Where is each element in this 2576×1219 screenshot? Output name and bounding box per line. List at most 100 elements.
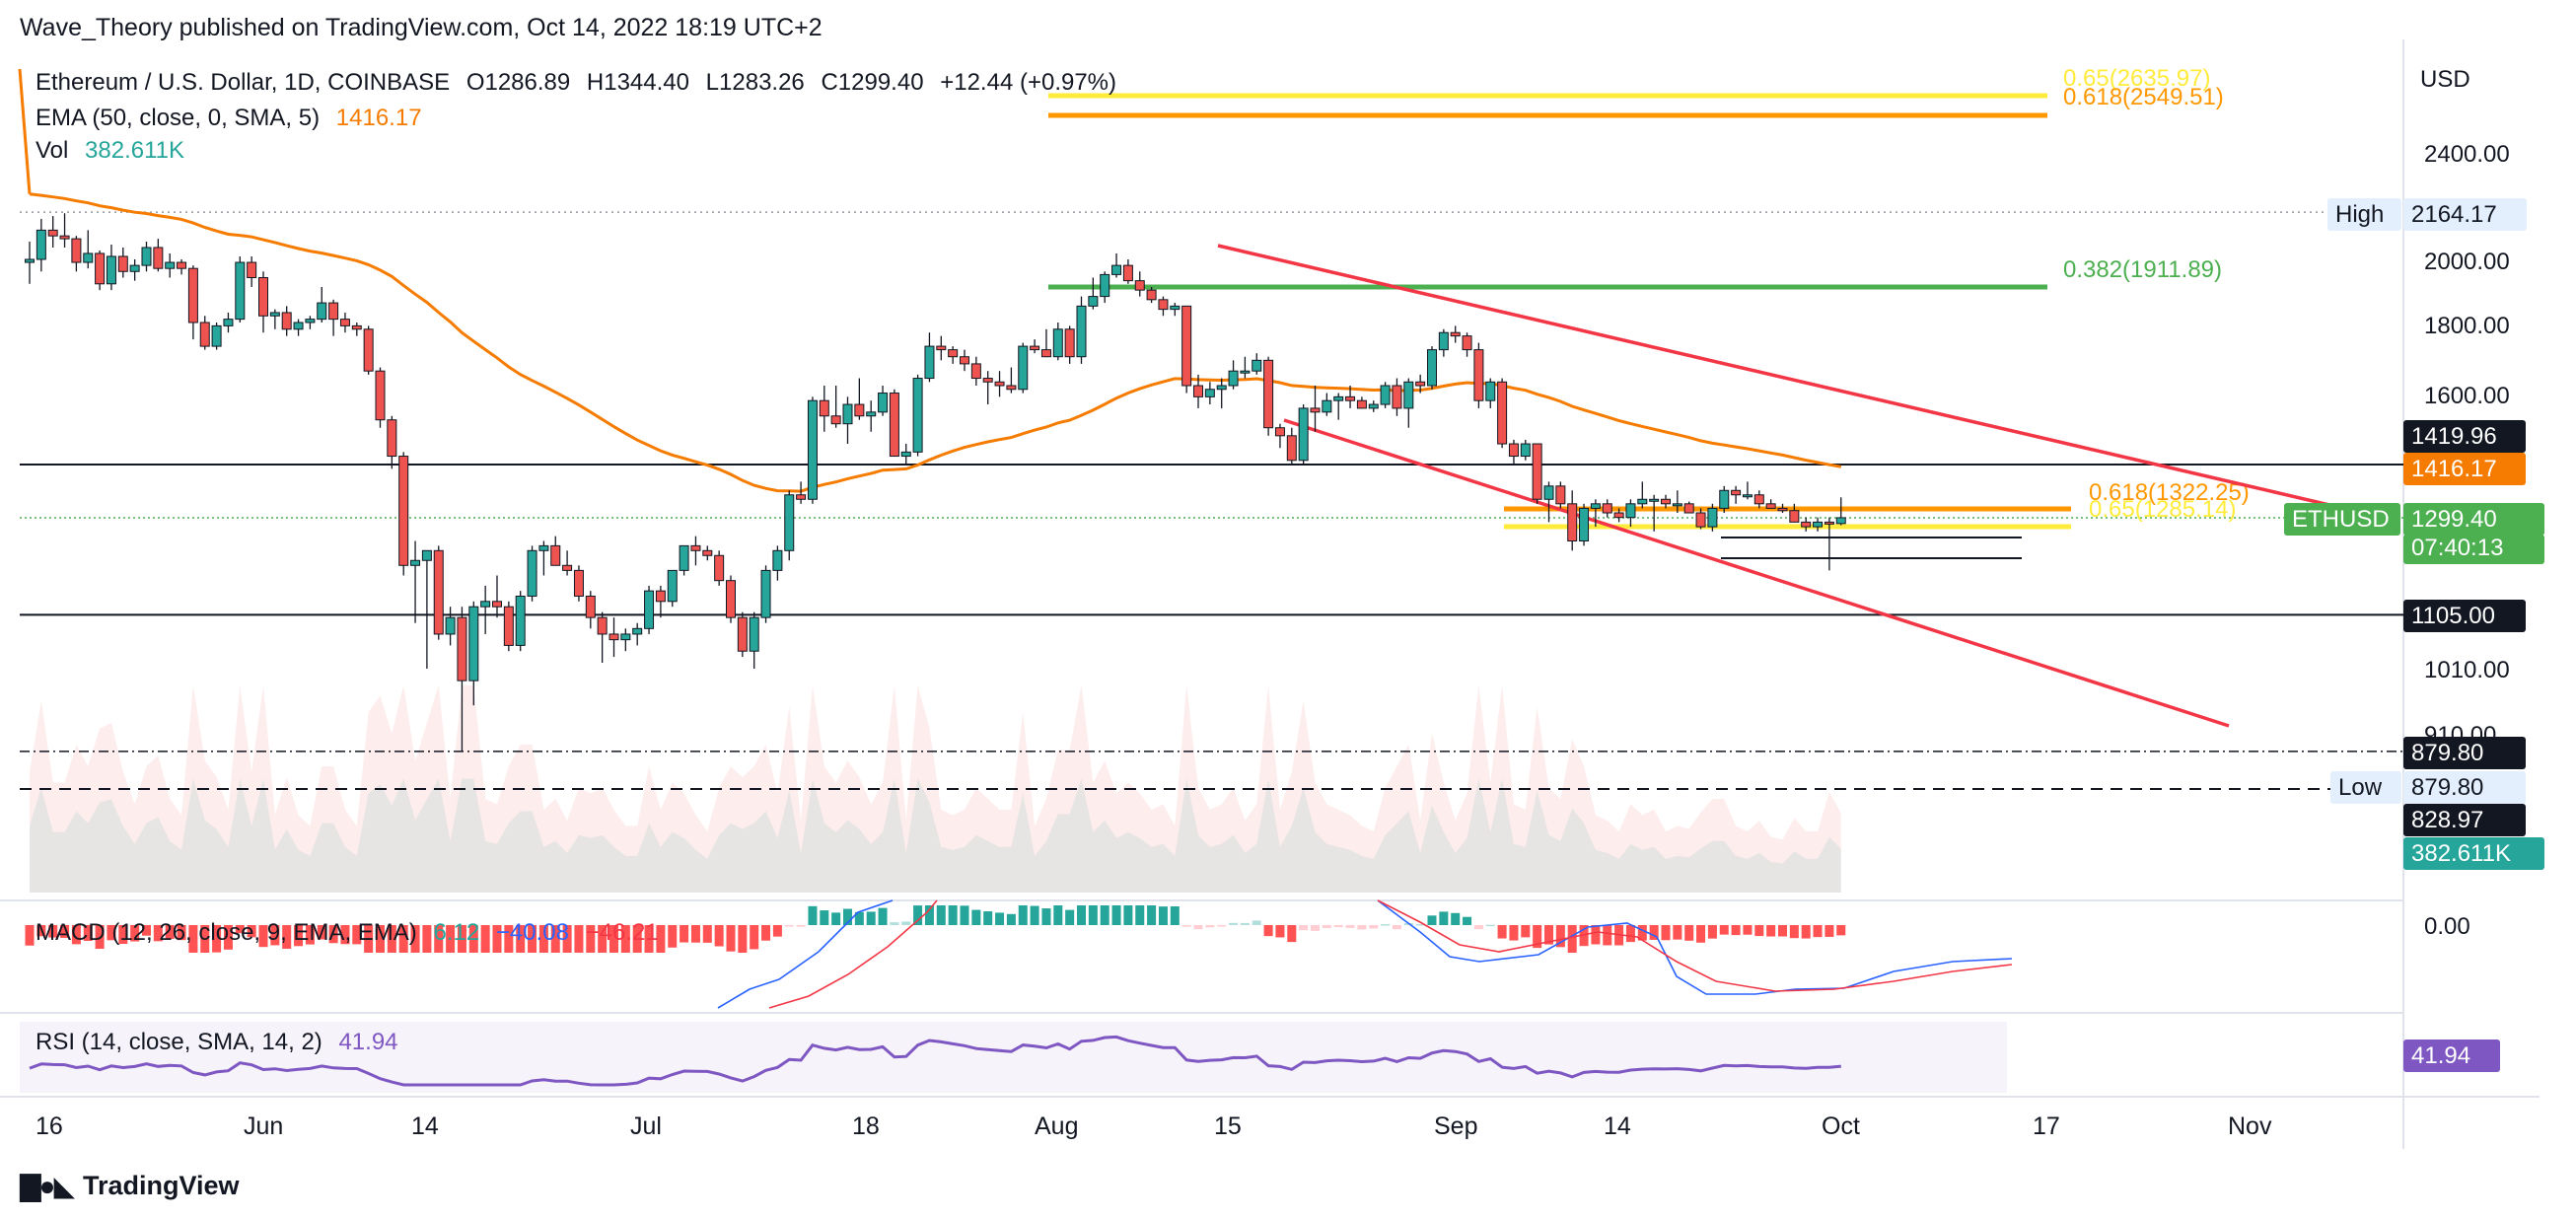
candle	[47, 216, 58, 248]
candle	[317, 286, 327, 323]
macd-histogram-bar	[1345, 925, 1355, 928]
candle-body	[819, 399, 829, 417]
macd-histogram-bar	[843, 908, 852, 925]
macd-histogram-bar	[1719, 925, 1729, 935]
candle-body	[1695, 512, 1706, 528]
macd-histogram-bar	[328, 925, 338, 944]
macd-histogram-bar	[270, 925, 280, 946]
macd-histogram-bar	[796, 925, 806, 927]
candle	[900, 444, 911, 466]
candle-body	[1753, 494, 1764, 505]
macd-histogram-bar	[1006, 913, 1016, 925]
candle-body	[1146, 289, 1157, 301]
candle	[1672, 490, 1682, 514]
low-label-tag-bg	[2330, 771, 2401, 804]
candle	[1485, 378, 1496, 408]
macd-histogram-bar	[1123, 905, 1133, 925]
candle-body	[1567, 503, 1578, 541]
candle	[457, 607, 467, 752]
candle	[1801, 517, 1812, 532]
macd-histogram-bar	[901, 921, 911, 925]
candle-body	[480, 601, 491, 608]
candle	[1228, 360, 1239, 390]
candle-body	[47, 229, 58, 237]
macd-histogram-bar	[48, 925, 58, 938]
main-legend: Ethereum / U.S. Dollar, 1D, COINBASE O12…	[36, 69, 1126, 97]
macd-histogram-bar	[83, 925, 93, 942]
candle-body	[1193, 385, 1203, 397]
macd-histogram-bar	[620, 925, 630, 953]
macd-histogram-bar	[1415, 923, 1425, 926]
candle	[1170, 303, 1181, 317]
bottom-price-tag: 828.97	[2411, 807, 2483, 833]
candle	[1181, 305, 1192, 394]
candle	[1789, 503, 1800, 523]
vol-legend[interactable]: Vol 382.611K	[36, 137, 194, 165]
candle-body	[1438, 331, 1449, 351]
macd-histogram-bar	[1287, 925, 1297, 943]
ema-legend[interactable]: EMA (50, close, 0, SMA, 5) 1416.17	[36, 105, 432, 132]
candle-body	[1532, 443, 1542, 500]
candle-body	[387, 419, 397, 458]
candle-body	[117, 255, 128, 272]
rsi-legend[interactable]: RSI (14, close, SMA, 14, 2) 41.94	[36, 1029, 408, 1056]
macd-histogram-bar	[1147, 905, 1157, 925]
macd-histogram-bar	[95, 925, 105, 950]
rsi-value-tag-bg	[2403, 1040, 2500, 1072]
rsi-value-tag: 41.94	[2411, 1042, 2470, 1069]
candle-body	[1088, 296, 1099, 307]
macd-histogram-bar	[983, 911, 993, 925]
candle-body	[1801, 521, 1812, 528]
symbol-label[interactable]: Ethereum / U.S. Dollar, 1D, COINBASE	[36, 69, 451, 96]
candle	[1368, 400, 1379, 412]
ema-price-tag-bg	[2403, 453, 2526, 485]
macd-histogram-bar	[352, 925, 362, 945]
candle	[1824, 517, 1834, 571]
symbol-tag: ETHUSD	[2292, 506, 2390, 533]
candle	[632, 622, 643, 646]
macd-histogram-bar	[492, 925, 502, 953]
candle-body	[1134, 280, 1145, 291]
rsi-value: 41.94	[338, 1029, 398, 1055]
candle	[1286, 427, 1297, 466]
macd-histogram-bar	[936, 905, 946, 925]
candle	[667, 569, 678, 608]
price-axis-tick: 0.00	[2424, 913, 2470, 940]
candle-body	[994, 381, 1005, 387]
macd-histogram-bar	[294, 925, 304, 947]
rsi-label: RSI (14, close, SMA, 14, 2)	[36, 1029, 322, 1055]
candle-body	[1485, 381, 1496, 401]
candle-body	[1543, 485, 1554, 500]
candle	[1427, 346, 1437, 390]
macd-histogram-bar	[761, 925, 771, 941]
macd-histogram-bar	[574, 925, 584, 953]
candle	[1590, 499, 1601, 528]
candle-body	[714, 554, 725, 582]
macd-histogram-bar	[878, 907, 888, 925]
candle-body	[1824, 521, 1834, 525]
candle-body	[1415, 381, 1426, 387]
candle-body	[1392, 385, 1402, 409]
footer-brand[interactable]: ▇●◣ TradingView	[20, 1170, 240, 1202]
candle	[1240, 356, 1251, 379]
fib-level-label: 0.618(1322.25)	[2089, 479, 2250, 506]
candle	[608, 617, 619, 658]
macd-histogram-bar	[247, 925, 256, 938]
candle-body	[375, 370, 386, 421]
candle	[1333, 393, 1344, 420]
macd-histogram-bar	[1625, 925, 1635, 943]
candle-body	[1310, 407, 1321, 413]
candle	[538, 540, 549, 576]
candle	[796, 481, 807, 504]
candle-body	[1204, 389, 1215, 397]
macd-histogram-bar	[1018, 905, 1028, 925]
macd-legend[interactable]: MACD (12, 26, close, 9, EMA, EMA) 6.12 −…	[36, 919, 669, 947]
candle-body	[223, 319, 234, 326]
candle-body	[1076, 305, 1087, 358]
candle	[970, 356, 981, 387]
macd-histogram-bar	[1661, 925, 1671, 941]
macd-histogram-bar	[340, 925, 350, 945]
macd-histogram-bar	[632, 925, 642, 953]
macd-histogram-bar	[1193, 925, 1203, 930]
